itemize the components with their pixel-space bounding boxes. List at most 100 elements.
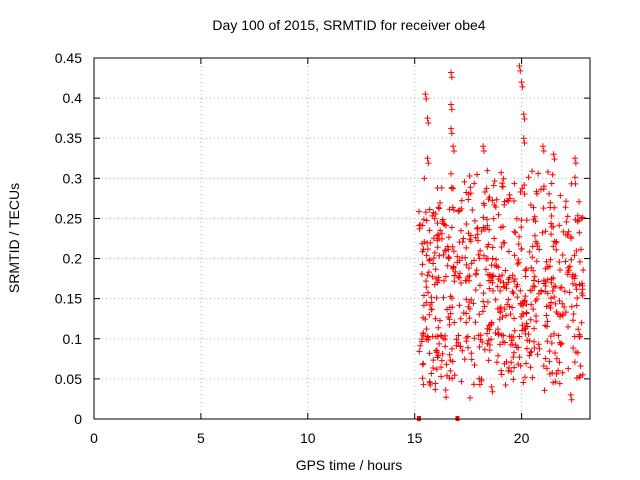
data-point bbox=[426, 227, 433, 234]
data-point bbox=[534, 351, 541, 358]
data-point bbox=[539, 229, 546, 236]
data-point bbox=[434, 244, 441, 251]
data-point bbox=[423, 299, 430, 306]
data-point bbox=[474, 231, 481, 238]
data-point bbox=[562, 204, 569, 211]
data-point bbox=[567, 391, 574, 398]
data-point bbox=[499, 183, 506, 190]
data-point bbox=[572, 282, 579, 289]
data-point bbox=[553, 355, 560, 362]
data-point bbox=[522, 325, 529, 332]
data-point bbox=[523, 345, 530, 352]
data-point bbox=[432, 380, 439, 387]
data-point bbox=[426, 269, 433, 276]
data-point bbox=[424, 239, 431, 246]
data-point bbox=[442, 273, 449, 280]
data-point bbox=[465, 196, 472, 203]
data-point bbox=[440, 294, 447, 301]
data-point bbox=[491, 177, 498, 184]
data-point bbox=[544, 290, 551, 297]
data-point bbox=[498, 371, 505, 378]
data-point bbox=[548, 180, 555, 187]
data-point bbox=[449, 204, 456, 211]
data-point bbox=[423, 284, 430, 291]
data-point bbox=[488, 336, 495, 343]
data-point bbox=[556, 258, 563, 265]
data-point bbox=[493, 359, 500, 366]
data-point bbox=[480, 200, 487, 207]
data-point bbox=[432, 386, 439, 393]
data-point bbox=[479, 308, 486, 315]
data-point bbox=[484, 330, 491, 337]
data-point bbox=[471, 335, 478, 342]
data-point bbox=[486, 285, 493, 292]
data-point bbox=[540, 148, 547, 155]
data-point bbox=[420, 332, 427, 339]
data-point bbox=[472, 287, 479, 294]
data-point bbox=[440, 220, 447, 227]
data-point bbox=[556, 359, 563, 366]
data-point bbox=[420, 216, 427, 223]
data-point bbox=[437, 199, 444, 206]
x-tick-label: 10 bbox=[300, 430, 316, 446]
data-point bbox=[573, 374, 580, 381]
data-point bbox=[549, 171, 556, 178]
data-point bbox=[501, 305, 508, 312]
data-point bbox=[464, 273, 471, 280]
y-tick-label: 0.2 bbox=[63, 251, 83, 267]
data-point bbox=[516, 354, 523, 361]
data-point bbox=[521, 140, 528, 147]
data-point bbox=[419, 361, 426, 368]
data-point bbox=[423, 278, 430, 285]
data-point bbox=[521, 326, 528, 333]
data-point bbox=[450, 143, 457, 150]
data-point bbox=[518, 246, 525, 253]
data-point bbox=[503, 197, 510, 204]
data-point bbox=[551, 294, 558, 301]
data-point bbox=[522, 293, 529, 300]
data-point bbox=[572, 160, 579, 167]
data-point bbox=[480, 214, 487, 221]
data-point bbox=[486, 342, 493, 349]
data-point bbox=[442, 387, 449, 394]
data-point bbox=[438, 373, 445, 380]
data-point bbox=[517, 287, 524, 294]
data-point bbox=[417, 221, 424, 228]
data-point bbox=[453, 336, 460, 343]
data-point bbox=[475, 251, 482, 258]
data-point bbox=[543, 258, 550, 265]
data-point bbox=[576, 281, 583, 288]
data-point bbox=[433, 366, 440, 373]
data-point bbox=[550, 284, 557, 291]
data-point bbox=[477, 247, 484, 254]
data-point bbox=[424, 155, 431, 162]
data-point bbox=[529, 374, 536, 381]
data-point bbox=[506, 303, 513, 310]
data-point bbox=[423, 217, 430, 224]
data-point bbox=[425, 160, 432, 167]
data-point bbox=[513, 215, 520, 222]
data-point bbox=[531, 325, 538, 332]
data-point bbox=[454, 259, 461, 266]
data-point bbox=[496, 273, 503, 280]
data-point bbox=[520, 135, 527, 142]
data-point bbox=[516, 233, 523, 240]
data-point bbox=[502, 382, 509, 389]
data-point bbox=[493, 256, 500, 263]
data-point bbox=[464, 333, 471, 340]
data-point bbox=[527, 364, 534, 371]
data-point bbox=[555, 332, 562, 339]
y-tick-label: 0.4 bbox=[63, 90, 83, 106]
data-point bbox=[470, 381, 477, 388]
data-point bbox=[533, 188, 540, 195]
data-point bbox=[434, 237, 441, 244]
y-tick-label: 0.45 bbox=[55, 50, 82, 66]
data-point bbox=[480, 148, 487, 155]
data-point bbox=[451, 319, 458, 326]
data-point bbox=[484, 222, 491, 229]
data-point bbox=[470, 300, 477, 307]
data-point bbox=[511, 349, 518, 356]
data-point bbox=[534, 243, 541, 250]
data-point bbox=[471, 257, 478, 264]
data-point bbox=[515, 259, 522, 266]
